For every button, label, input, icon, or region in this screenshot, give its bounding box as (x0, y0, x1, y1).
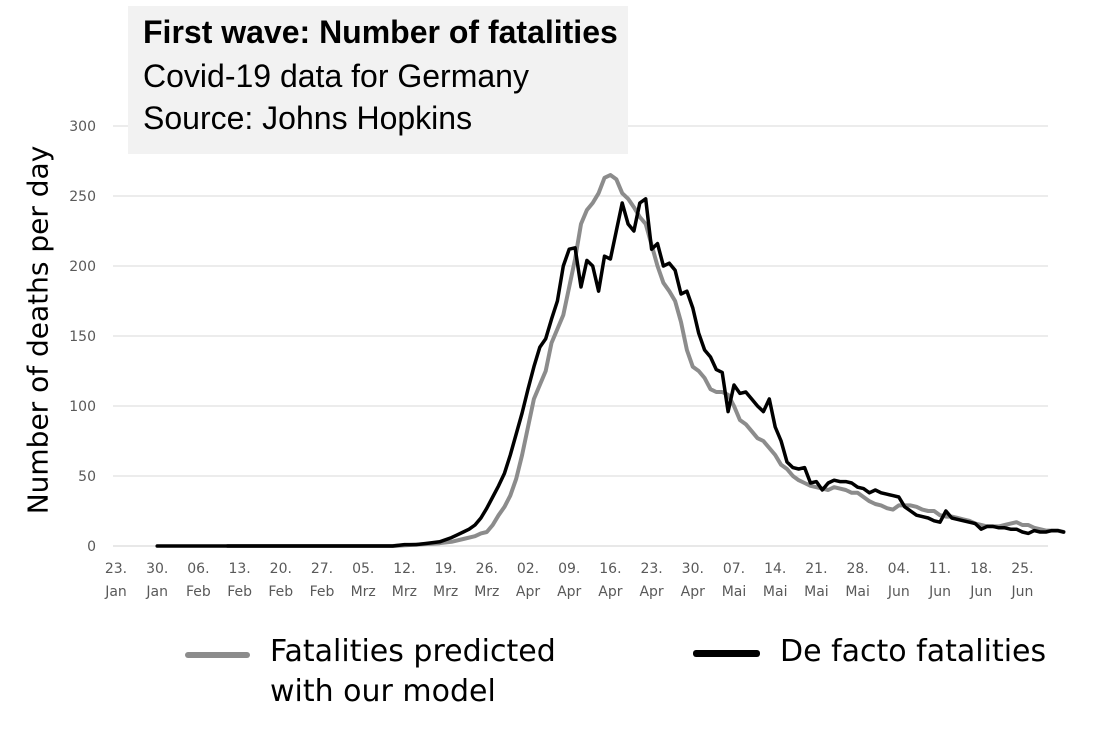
x-tick-label-month: Feb (186, 584, 211, 600)
y-tick-label: 0 (87, 539, 96, 555)
chart-subtitle: Covid-19 data for Germany (143, 58, 529, 94)
x-tick-label-month: Mrz (474, 584, 499, 600)
legend-label-actual: De facto fatalities (780, 632, 1046, 672)
x-tick-label-day: 02. (517, 561, 539, 577)
x-tick-label-day: 07. (723, 561, 745, 577)
x-tick-label-day: 19. (434, 561, 456, 577)
y-tick-label: 100 (69, 399, 96, 415)
x-tick-label-month: Mrz (392, 584, 417, 600)
legend-swatch-predicted (185, 652, 250, 658)
x-tick-label-day: 23. (640, 561, 662, 577)
y-tick-label: 200 (69, 259, 96, 275)
x-tick-label-day: 09. (558, 561, 580, 577)
x-tick-label-month: Jan (145, 584, 168, 600)
x-tick-label-day: 21. (805, 561, 827, 577)
x-tick-label-month: Jun (1010, 584, 1033, 600)
chart-title: First wave: Number of fatalities (143, 14, 618, 50)
legend-label-actual-line1: De facto fatalities (780, 634, 1047, 669)
y-tick-label: 300 (69, 119, 96, 135)
x-tick-label-day: 11. (929, 561, 951, 577)
x-tick-label-day: 14. (764, 561, 786, 577)
y-tick-label: 50 (78, 469, 96, 485)
x-tick-label-day: 30. (146, 561, 168, 577)
x-tick-label-day: 12. (393, 561, 415, 577)
x-tick-label-month: Apr (557, 584, 581, 600)
x-tick-label-day: 04. (888, 561, 910, 577)
x-tick-label-month: Jun (969, 584, 992, 600)
x-tick-label-month: Mrz (351, 584, 376, 600)
x-tick-label-month: Jun (887, 584, 910, 600)
x-tick-label-month: Apr (598, 584, 622, 600)
x-tick-label-month: Apr (681, 584, 705, 600)
x-tick-label-month: Feb (268, 584, 293, 600)
x-tick-label-day: 16. (599, 561, 621, 577)
x-tick-label-month: Mai (845, 584, 870, 600)
x-tick-label-month: Jan (104, 584, 127, 600)
x-tick-label-day: 13. (228, 561, 250, 577)
x-tick-label-month: Mai (804, 584, 829, 600)
x-tick-label-day: 26. (476, 561, 498, 577)
x-tick-label-month: Mrz (433, 584, 458, 600)
x-tick-label-month: Feb (310, 584, 335, 600)
x-tick-label-month: Jun (928, 584, 951, 600)
x-tick-label-month: Apr (516, 584, 540, 600)
x-tick-label-day: 06. (187, 561, 209, 577)
series-line-actual (155, 197, 1066, 548)
y-tick-label: 250 (69, 189, 96, 205)
title-box (128, 6, 628, 154)
x-tick-label-day: 25. (1011, 561, 1033, 577)
x-tick-label-day: 30. (682, 561, 704, 577)
legend-label-predicted: Fatalities predicted with our model (270, 632, 556, 712)
legend-label-predicted-line2: with our model (270, 674, 496, 709)
y-tick-label: 150 (69, 329, 96, 345)
x-tick-label-day: 05. (352, 561, 374, 577)
chart-source: Source: Johns Hopkins (143, 100, 473, 136)
x-tick-label-day: 23. (105, 561, 127, 577)
x-tick-label-month: Feb (227, 584, 252, 600)
legend-swatch-actual (693, 650, 760, 657)
x-tick-label-day: 18. (970, 561, 992, 577)
x-tick-label-month: Mai (722, 584, 747, 600)
legend-label-predicted-line1: Fatalities predicted (270, 634, 556, 669)
x-tick-label-day: 27. (311, 561, 333, 577)
x-tick-label-day: 28. (846, 561, 868, 577)
x-tick-label-day: 20. (270, 561, 292, 577)
y-axis-label: Number of deaths per day (21, 145, 55, 515)
series-line-predicted (225, 173, 1066, 548)
x-tick-label-month: Mai (763, 584, 788, 600)
x-tick-label-month: Apr (639, 584, 663, 600)
